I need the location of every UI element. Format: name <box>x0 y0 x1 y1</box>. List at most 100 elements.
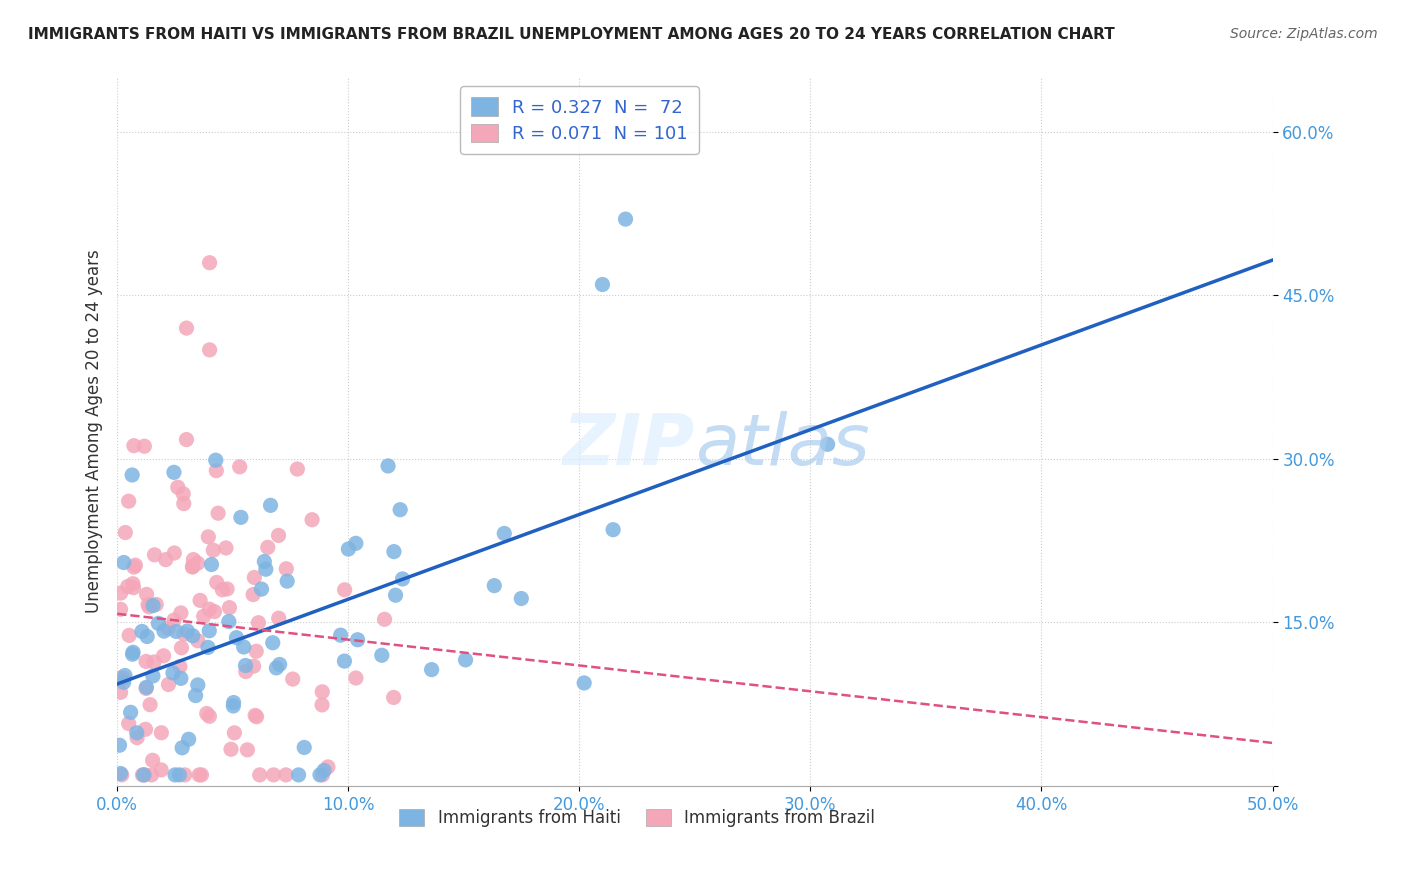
Point <box>267 611 290 625</box>
Point <box>122 576 145 591</box>
Point <box>135 654 157 668</box>
Point <box>173 627 195 641</box>
Point <box>177 732 200 747</box>
Point <box>245 710 267 724</box>
Point <box>125 726 148 740</box>
Point <box>242 659 264 673</box>
Point <box>163 546 186 560</box>
Point <box>110 766 132 780</box>
Point <box>266 661 288 675</box>
Point <box>614 212 637 227</box>
Point <box>135 681 157 696</box>
Point <box>253 555 276 569</box>
Point <box>256 541 278 555</box>
Point <box>135 681 157 695</box>
Point <box>247 615 270 630</box>
Point <box>118 628 141 642</box>
Point <box>117 580 139 594</box>
Point <box>145 598 167 612</box>
Point <box>205 464 228 478</box>
Point <box>173 497 195 511</box>
Point <box>276 562 298 576</box>
Point <box>243 570 266 584</box>
Point <box>274 768 297 782</box>
Point <box>188 768 211 782</box>
Point <box>314 764 336 778</box>
Point <box>176 624 198 638</box>
Point <box>204 605 226 619</box>
Point <box>292 740 315 755</box>
Text: atlas: atlas <box>695 411 869 480</box>
Point <box>267 528 290 542</box>
Point <box>254 562 277 576</box>
Point <box>170 606 193 620</box>
Point <box>311 685 333 699</box>
Point <box>309 768 332 782</box>
Point <box>111 768 134 782</box>
Point <box>181 560 204 574</box>
Point <box>136 598 159 612</box>
Point <box>135 587 157 601</box>
Point <box>110 602 132 616</box>
Point <box>170 640 193 655</box>
Point <box>127 731 149 745</box>
Point <box>169 659 191 673</box>
Point <box>344 536 367 550</box>
Point <box>344 671 367 685</box>
Point <box>142 753 165 767</box>
Point <box>181 629 204 643</box>
Point <box>333 654 356 668</box>
Point <box>195 706 218 721</box>
Point <box>420 663 443 677</box>
Point <box>163 768 186 782</box>
Point <box>122 560 145 574</box>
Point <box>138 599 160 614</box>
Point <box>172 740 194 755</box>
Point <box>122 645 145 659</box>
Point <box>232 640 254 654</box>
Point <box>311 698 333 712</box>
Point <box>249 768 271 782</box>
Point <box>110 685 132 699</box>
Point <box>316 760 339 774</box>
Point <box>110 671 132 685</box>
Point <box>207 506 229 520</box>
Point <box>454 653 477 667</box>
Point <box>198 624 221 638</box>
Point <box>222 698 245 713</box>
Point <box>170 671 193 685</box>
Point <box>235 665 257 679</box>
Point <box>172 487 194 501</box>
Point <box>190 768 212 782</box>
Point <box>817 437 839 451</box>
Point <box>242 588 264 602</box>
Point <box>150 725 173 739</box>
Point <box>163 466 186 480</box>
Point <box>219 742 242 756</box>
Point <box>176 321 198 335</box>
Point <box>198 343 221 357</box>
Point <box>382 544 405 558</box>
Point <box>337 542 360 557</box>
Point <box>165 624 187 639</box>
Point <box>142 599 165 613</box>
Point <box>118 716 141 731</box>
Point <box>311 768 333 782</box>
Point <box>114 668 136 682</box>
Point <box>112 556 135 570</box>
Point <box>148 616 170 631</box>
Point <box>188 593 211 607</box>
Point <box>150 763 173 777</box>
Point <box>141 768 163 782</box>
Point <box>285 462 308 476</box>
Point <box>166 480 188 494</box>
Point <box>143 548 166 562</box>
Point <box>371 648 394 663</box>
Text: ZIP: ZIP <box>562 411 695 480</box>
Point <box>333 582 356 597</box>
Point <box>591 277 613 292</box>
Point <box>134 439 156 453</box>
Point <box>602 523 624 537</box>
Point <box>301 513 323 527</box>
Point <box>235 658 257 673</box>
